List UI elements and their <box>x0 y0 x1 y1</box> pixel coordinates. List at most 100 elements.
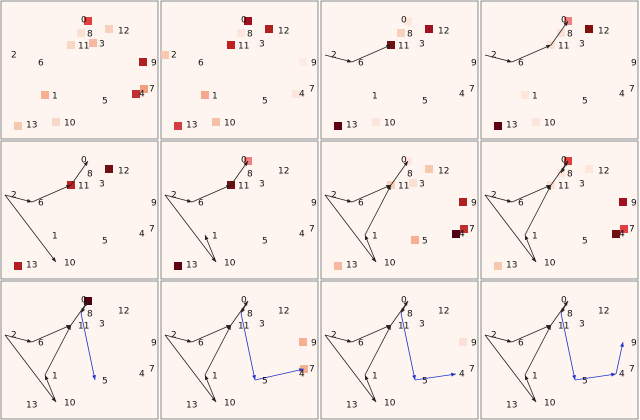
edge-arrow <box>351 44 392 63</box>
node-label: 3 <box>579 40 585 50</box>
node-square <box>84 17 92 25</box>
node-label: 11 <box>398 322 409 332</box>
node-label: 7 <box>149 85 155 95</box>
node-label: 3 <box>259 180 265 190</box>
node-label: 4 <box>139 230 145 240</box>
node-square <box>299 58 307 66</box>
edge-arrow <box>484 334 537 403</box>
node-label: 6 <box>518 59 524 69</box>
node-label: 0 <box>241 156 247 166</box>
node-square <box>174 262 182 270</box>
node-label: 4 <box>139 370 145 380</box>
node-label: 0 <box>401 296 407 306</box>
node-square <box>452 230 460 238</box>
edge-arrow <box>560 300 569 314</box>
edge-arrow <box>204 324 232 376</box>
panel-frame <box>320 0 479 140</box>
node-label: 11 <box>558 322 569 332</box>
panel-frame <box>0 140 159 280</box>
node-label: 13 <box>506 121 517 131</box>
node-label: 3 <box>419 180 425 190</box>
node-square <box>227 41 235 49</box>
node-label: 13 <box>26 401 37 411</box>
path-arrow <box>240 312 256 381</box>
node-label: 12 <box>438 27 449 37</box>
node-label: 4 <box>619 370 625 380</box>
node-square <box>292 90 300 98</box>
node-label: 8 <box>567 170 573 180</box>
path-arrow <box>254 368 305 381</box>
node-label: 6 <box>358 59 364 69</box>
node-label: 11 <box>78 322 89 332</box>
node-square <box>397 29 405 37</box>
node-label: 12 <box>598 167 609 177</box>
node-label: 3 <box>99 180 105 190</box>
node-label: 13 <box>346 261 357 271</box>
node-label: 13 <box>506 401 517 411</box>
edge-arrow <box>230 300 249 326</box>
edge-arrow <box>324 334 377 403</box>
edge-arrow <box>484 194 537 263</box>
node-label: 0 <box>81 296 87 306</box>
node-label: 12 <box>598 307 609 317</box>
node-label: 5 <box>582 97 588 107</box>
node-label: 4 <box>299 230 305 240</box>
edge-arrow <box>364 324 392 376</box>
edge-arrow <box>191 324 232 343</box>
node-label: 11 <box>78 42 89 52</box>
node-square <box>105 165 113 173</box>
node-label: 10 <box>544 119 556 129</box>
edge-arrow <box>484 334 513 343</box>
node-label: 8 <box>87 310 93 320</box>
node-label: 8 <box>247 170 253 180</box>
edge-arrow <box>351 324 392 343</box>
node-label: 5 <box>102 237 108 247</box>
edge-arrow <box>390 160 409 186</box>
node-label: 7 <box>629 225 635 235</box>
edge-arrow <box>44 374 57 403</box>
node-label: 7 <box>469 225 475 235</box>
edge-arrow <box>324 194 353 203</box>
node-label: 2 <box>491 191 497 201</box>
node-label: 2 <box>171 191 177 201</box>
node-label: 2 <box>11 51 17 61</box>
node-label: 10 <box>544 259 556 269</box>
node-label: 8 <box>247 310 253 320</box>
node-label: 0 <box>241 296 247 306</box>
node-label: 10 <box>384 399 396 409</box>
edge-arrow <box>524 374 537 403</box>
edge-arrow <box>364 234 377 263</box>
panel-frame <box>160 280 319 420</box>
node-label: 6 <box>518 199 524 209</box>
node-label: 12 <box>278 307 289 317</box>
node-label: 7 <box>629 365 635 375</box>
node-label: 8 <box>247 30 253 40</box>
edge-arrow <box>324 334 353 343</box>
node-label: 11 <box>398 42 409 52</box>
node-label: 4 <box>619 90 625 100</box>
node-square <box>459 198 467 206</box>
node-label: 4 <box>619 230 625 240</box>
edge-arrow <box>44 324 72 376</box>
node-label: 4 <box>459 90 465 100</box>
node-label: 12 <box>598 27 609 37</box>
edge-arrow <box>511 324 552 343</box>
node-label: 12 <box>438 307 449 317</box>
edge-arrow <box>230 160 249 186</box>
node-label: 6 <box>198 59 204 69</box>
node-label: 10 <box>224 119 236 129</box>
node-label: 2 <box>331 51 337 61</box>
node-label: 12 <box>438 167 449 177</box>
node-square <box>212 118 220 126</box>
path-arrow <box>574 372 617 381</box>
node-label: 9 <box>151 199 157 209</box>
node-square <box>425 25 433 33</box>
path-arrow <box>80 312 96 381</box>
edge-arrow <box>204 374 217 403</box>
